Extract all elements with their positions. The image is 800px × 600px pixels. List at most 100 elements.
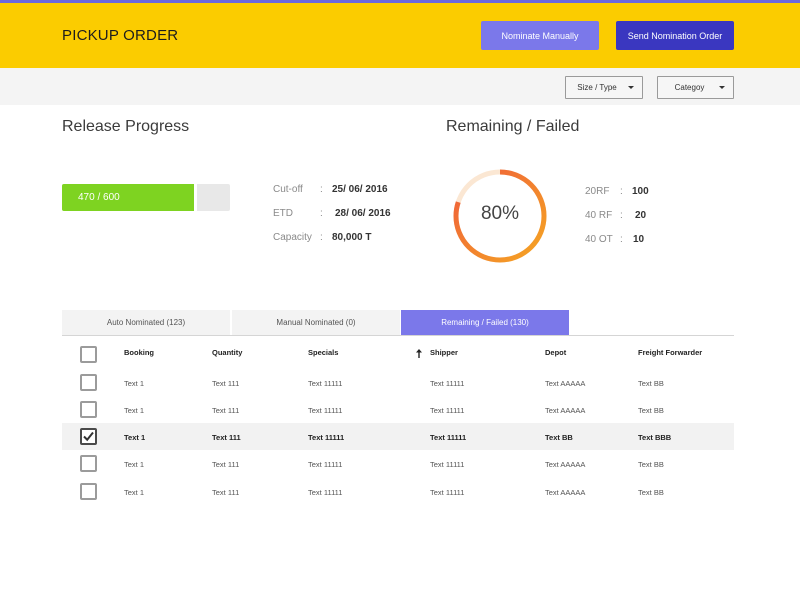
sort-arrow-up-icon[interactable] — [416, 349, 422, 358]
filter-bar: Size / Type Categoy — [0, 68, 800, 105]
column-header-shipper[interactable]: Shipper — [430, 348, 458, 357]
cell-booking: Text 1 — [124, 488, 145, 497]
chevron-down-icon — [628, 86, 634, 89]
cell-quantity: Text 111 — [212, 379, 240, 388]
table-row[interactable]: Text 1 Text 111 Text 11111 Text 11111 Text A… — [62, 450, 734, 477]
cell-specials: Text 11111 — [308, 460, 343, 469]
detail-colon: : — [320, 232, 323, 243]
cell-quantity: Text 111 — [212, 488, 240, 497]
release-details: Cut-off : 25/ 06/ 2016 ETD : 28/ 06/ 201… — [273, 184, 433, 254]
cell-shipper: Text 11111 — [430, 433, 467, 442]
cell-quantity: Text 111 — [212, 460, 240, 469]
send-nomination-order-button[interactable]: Send Nomination Order — [616, 21, 734, 50]
cell-freight-forwarder: Text BB — [638, 488, 664, 497]
cell-booking: Text 1 — [124, 379, 145, 388]
detail-label: Capacity — [273, 232, 312, 243]
column-header-depot[interactable]: Depot — [545, 348, 567, 357]
row-checkbox[interactable] — [80, 483, 97, 500]
table-row[interactable]: Text 1 Text 111 Text 11111 Text 11111 Text A… — [62, 369, 734, 396]
cell-quantity: Text 111 — [212, 433, 241, 442]
remaining-colon: : — [620, 186, 623, 197]
size-type-label: Size / Type — [577, 83, 617, 92]
remaining-label: 40 RF — [585, 210, 613, 221]
remaining-40ot: 40 OT : 10 — [585, 234, 705, 248]
remaining-value: 10 — [633, 234, 645, 245]
nomination-tabs: Auto Nominated (123) Manual Nominated (0… — [62, 310, 734, 336]
cell-booking: Text 1 — [124, 406, 145, 415]
remaining-failed-title: Remaining / Failed — [446, 118, 580, 135]
cell-shipper: Text 11111 — [430, 488, 465, 497]
detail-etd: ETD : 28/ 06/ 2016 — [273, 208, 433, 222]
row-checkbox[interactable] — [80, 374, 97, 391]
cell-specials: Text 11111 — [308, 406, 343, 415]
remaining-label: 20RF — [585, 186, 610, 197]
cell-depot: Text BB — [545, 433, 573, 442]
column-header-specials[interactable]: Specials — [308, 348, 339, 357]
table-header-row: Booking Quantity Specials Shipper Depot … — [62, 341, 734, 368]
detail-label: ETD — [273, 208, 293, 219]
column-header-booking[interactable]: Booking — [124, 348, 154, 357]
category-label: Categoy — [674, 83, 705, 92]
row-checkbox[interactable] — [80, 401, 97, 418]
top-accent-line — [0, 0, 800, 3]
progress-divider — [194, 184, 197, 211]
tab-auto-nominated[interactable]: Auto Nominated (123) — [62, 310, 230, 335]
remaining-label: 40 OT — [585, 234, 613, 245]
ring-arc — [453, 169, 547, 263]
tab-remaining-failed[interactable]: Remaining / Failed (130) — [401, 310, 569, 335]
checkmark-icon — [83, 431, 94, 442]
cell-booking: Text 1 — [124, 460, 145, 469]
cell-booking: Text 1 — [124, 433, 146, 442]
table-row[interactable]: Text 1 Text 111 Text 11111 Text 11111 Text B… — [62, 423, 734, 450]
remaining-details: 20RF : 100 40 RF : 20 40 OT : 10 — [585, 186, 705, 256]
detail-capacity: Capacity : 80,000 T — [273, 232, 433, 246]
remaining-value: 20 — [635, 210, 647, 221]
remaining-40rf: 40 RF : 20 — [585, 210, 705, 224]
remaining-colon: : — [620, 210, 623, 221]
release-progress-label: 470 / 600 — [78, 192, 120, 203]
cell-depot: Text AAAAA — [545, 460, 586, 469]
detail-value: 25/ 06/ 2016 — [332, 184, 388, 195]
cell-freight-forwarder: Text BB — [638, 406, 664, 415]
cell-shipper: Text 11111 — [430, 460, 465, 469]
page-title: PICKUP ORDER — [62, 27, 179, 44]
remaining-colon: : — [620, 234, 623, 245]
remaining-value: 100 — [632, 186, 649, 197]
cell-specials: Text 11111 — [308, 379, 343, 388]
release-progress-fill — [62, 184, 194, 211]
detail-value: 80,000 T — [332, 232, 372, 243]
detail-cutoff: Cut-off : 25/ 06/ 2016 — [273, 184, 433, 198]
detail-colon: : — [320, 208, 323, 219]
category-dropdown[interactable]: Categoy — [657, 76, 734, 99]
cell-depot: Text AAAAA — [545, 379, 586, 388]
cell-depot: Text AAAAA — [545, 406, 586, 415]
cell-depot: Text AAAAA — [545, 488, 586, 497]
release-progress-bar: 470 / 600 — [62, 184, 230, 211]
column-header-freight-forwarder[interactable]: Freight Forwarder — [638, 348, 703, 357]
cell-freight-forwarder: Text BB — [638, 379, 664, 388]
detail-label: Cut-off — [273, 184, 303, 195]
release-progress-title: Release Progress — [62, 118, 190, 135]
table-row[interactable]: Text 1 Text 111 Text 11111 Text 11111 Text A… — [62, 396, 734, 423]
size-type-dropdown[interactable]: Size / Type — [565, 76, 643, 99]
row-checkbox[interactable] — [80, 455, 97, 472]
cell-specials: Text 11111 — [308, 488, 343, 497]
cell-shipper: Text 11111 — [430, 379, 465, 388]
page-header: PICKUP ORDER Nominate Manually Send Nomi… — [0, 3, 800, 68]
chevron-down-icon — [719, 86, 725, 89]
cell-freight-forwarder: Text BB — [638, 460, 664, 469]
cell-quantity: Text 111 — [212, 406, 240, 415]
cell-freight-forwarder: Text BBB — [638, 433, 672, 442]
detail-colon: : — [320, 184, 323, 195]
row-checkbox[interactable] — [80, 428, 97, 445]
select-all-checkbox[interactable] — [80, 346, 97, 363]
tab-manual-nominated[interactable]: Manual Nominated (0) — [232, 310, 400, 335]
column-header-quantity[interactable]: Quantity — [212, 348, 243, 357]
cell-specials: Text 11111 — [308, 433, 345, 442]
remaining-percent: 80% — [480, 203, 520, 224]
remaining-progress-ring — [453, 169, 547, 263]
detail-value: 28/ 06/ 2016 — [335, 208, 391, 219]
table-row[interactable]: Text 1 Text 111 Text 11111 Text 11111 Text A… — [62, 478, 734, 505]
cell-shipper: Text 11111 — [430, 406, 465, 415]
nominate-manually-button[interactable]: Nominate Manually — [481, 21, 599, 50]
